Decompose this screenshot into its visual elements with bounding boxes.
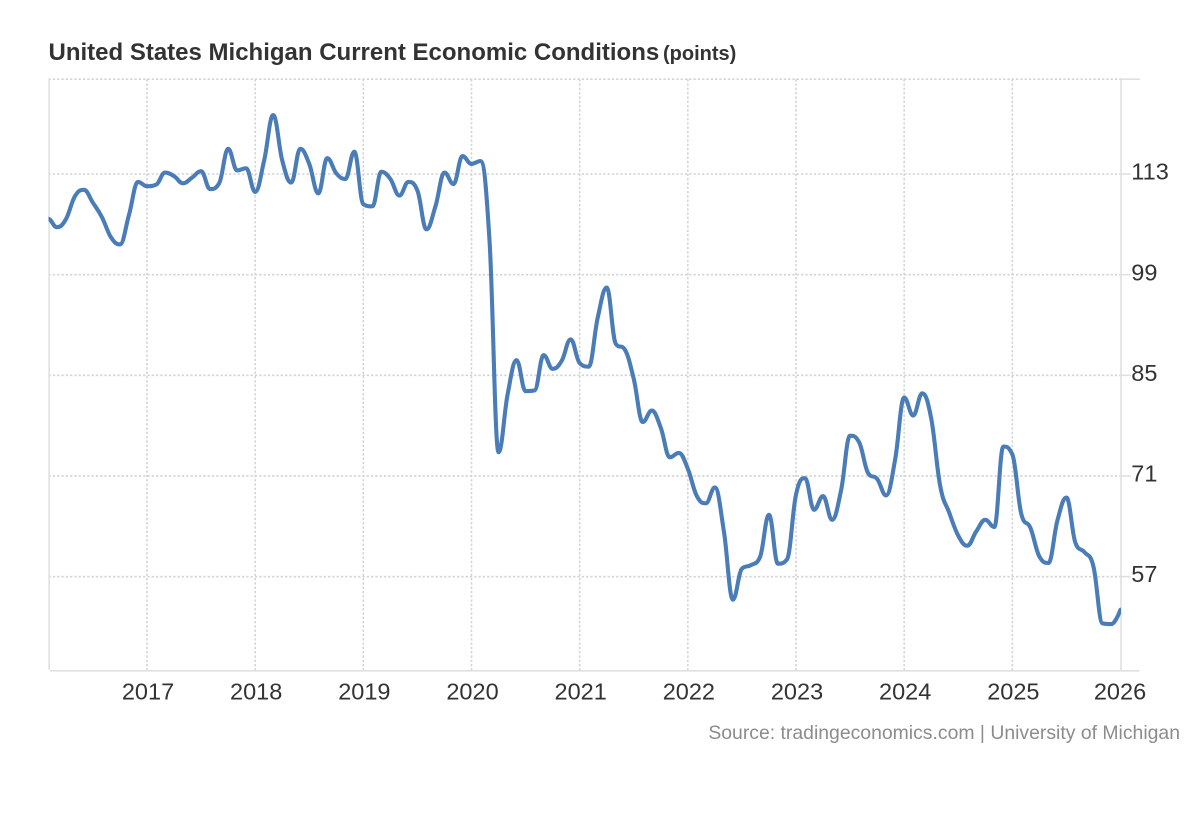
svg-text:2026: 2026: [1094, 679, 1146, 705]
svg-text:99: 99: [1131, 259, 1157, 285]
svg-text:2020: 2020: [446, 679, 498, 705]
svg-text:2022: 2022: [663, 679, 715, 705]
svg-text:71: 71: [1131, 461, 1157, 487]
svg-text:United States Michigan Current: United States Michigan Current Economic …: [49, 39, 660, 66]
svg-text:113: 113: [1131, 159, 1168, 185]
svg-text:2018: 2018: [230, 679, 282, 705]
svg-text:85: 85: [1131, 360, 1157, 386]
svg-text:2019: 2019: [338, 679, 390, 705]
svg-text:2021: 2021: [555, 679, 607, 705]
svg-text:Source: tradingeconomics.com |: Source: tradingeconomics.com | Universit…: [708, 722, 1180, 744]
svg-text:2024: 2024: [879, 679, 931, 705]
svg-text:2025: 2025: [987, 679, 1039, 705]
svg-text:2023: 2023: [771, 679, 823, 705]
svg-text:57: 57: [1131, 561, 1157, 587]
svg-text:(points): (points): [663, 43, 736, 65]
svg-text:2017: 2017: [122, 679, 174, 705]
